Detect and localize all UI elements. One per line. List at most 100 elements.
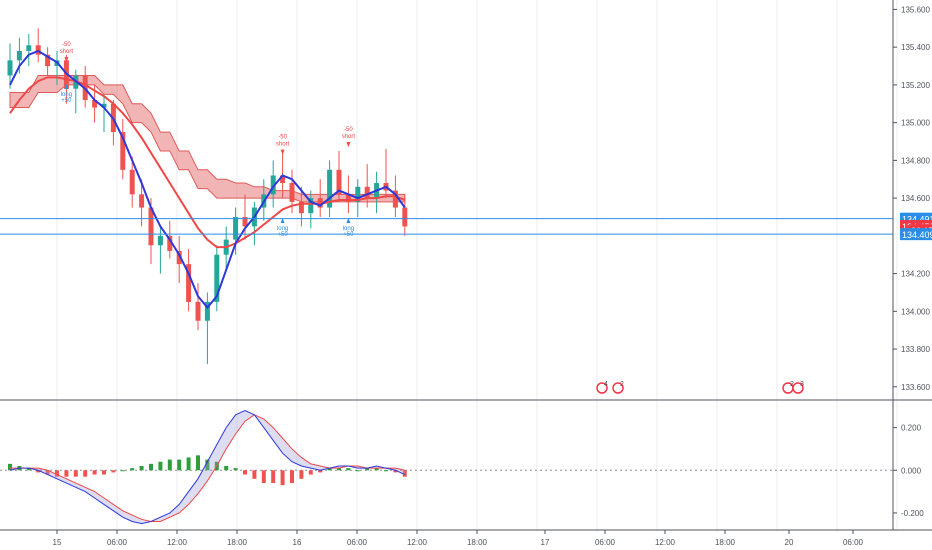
signal-long-value: +50 bbox=[278, 232, 289, 238]
candle-body bbox=[167, 235, 173, 251]
signal-long-label: long bbox=[277, 226, 288, 232]
macd-signal-line bbox=[10, 414, 405, 522]
time-tick-label: 12:00 bbox=[167, 538, 188, 547]
macd-histogram-bar bbox=[280, 470, 285, 486]
signal-short-value: -50 bbox=[344, 127, 353, 133]
time-tick-label: 06:00 bbox=[347, 538, 368, 547]
time-tick-label: 15 bbox=[53, 538, 62, 547]
time-tick-label: 16 bbox=[293, 538, 302, 547]
macd-histogram-bar bbox=[346, 468, 351, 471]
candle-body bbox=[7, 60, 13, 76]
macd-histogram-bar bbox=[261, 470, 266, 484]
price-badge-label: 134.409 bbox=[902, 230, 932, 240]
macd-histogram-bar bbox=[384, 470, 388, 472]
price-badge-label: 134.491 bbox=[902, 215, 932, 225]
signal-long-arrow bbox=[346, 217, 351, 223]
event-marker bbox=[612, 382, 624, 394]
macd-histogram-bar bbox=[374, 468, 379, 471]
time-tick-label: 18:00 bbox=[227, 538, 248, 547]
macd-histogram-bar bbox=[365, 468, 370, 471]
candle-body bbox=[280, 175, 286, 184]
macd-tick-label: 0.000 bbox=[901, 466, 922, 475]
price-tick-label: 133.800 bbox=[901, 345, 930, 354]
price-tick-label: 135.200 bbox=[901, 81, 930, 90]
macd-histogram-bar bbox=[186, 457, 191, 471]
macd-histogram-bar bbox=[167, 459, 172, 471]
signal-short-arrow bbox=[64, 57, 69, 63]
signal-short-arrow bbox=[346, 142, 351, 148]
macd-histogram-bar bbox=[355, 470, 360, 472]
macd-histogram-bar bbox=[318, 470, 323, 473]
macd-tick-label: -0.200 bbox=[901, 509, 924, 518]
macd-pane bbox=[0, 409, 893, 525]
candle-body bbox=[270, 175, 276, 195]
time-tick-label: 12:00 bbox=[407, 538, 428, 547]
candle-body bbox=[139, 194, 145, 208]
candle-body bbox=[186, 264, 192, 302]
macd-histogram-bar bbox=[83, 470, 88, 477]
signal-short-value: -50 bbox=[278, 135, 287, 141]
event-marker bbox=[596, 382, 608, 394]
signal-short-value: -50 bbox=[62, 42, 71, 48]
macd-histogram-bar bbox=[252, 470, 257, 479]
price-tick-label: 135.000 bbox=[901, 119, 930, 128]
price-tick-label: 133.600 bbox=[901, 383, 930, 392]
candle-body bbox=[308, 198, 314, 214]
macd-histogram-bar bbox=[130, 468, 135, 471]
price-tick-label: 134.600 bbox=[901, 194, 930, 203]
event-count: 4 bbox=[604, 381, 608, 388]
macd-histogram-bar bbox=[92, 470, 97, 475]
macd-histogram-bar bbox=[337, 468, 341, 471]
macd-histogram-bar bbox=[327, 468, 332, 471]
macd-histogram-bar bbox=[102, 470, 106, 475]
macd-histogram-bar bbox=[233, 468, 238, 471]
macd-histogram-bar bbox=[290, 470, 294, 484]
macd-histogram-bar bbox=[149, 463, 153, 471]
time-tick-label: 06:00 bbox=[843, 538, 864, 547]
signal-long-label: long bbox=[61, 92, 72, 98]
candle-body bbox=[204, 301, 210, 321]
time-tick-label: 12:00 bbox=[655, 538, 676, 547]
ema-fast-line bbox=[9, 49, 406, 310]
candle-body bbox=[364, 186, 370, 199]
macd-histogram-bar bbox=[224, 466, 229, 471]
price-tick-label: 134.800 bbox=[901, 156, 930, 165]
macd-histogram-bar bbox=[26, 468, 31, 471]
candle-body bbox=[345, 194, 351, 202]
time-tick-label: 06:00 bbox=[107, 538, 128, 547]
time-tick-label: 18:00 bbox=[467, 538, 488, 547]
price-tick-label: 134.200 bbox=[901, 270, 930, 279]
event-count: 2 bbox=[790, 381, 794, 388]
candle-body bbox=[148, 207, 154, 246]
candle-body bbox=[298, 201, 304, 214]
macd-line bbox=[9, 409, 406, 525]
macd-histogram-bar bbox=[158, 461, 163, 471]
candle-body bbox=[92, 100, 98, 108]
time-tick-label: 17 bbox=[541, 538, 550, 547]
macd-histogram-bar bbox=[139, 466, 144, 471]
candle-body bbox=[327, 169, 333, 208]
candle-body bbox=[195, 301, 201, 321]
candle-body bbox=[26, 45, 32, 51]
candle-body bbox=[402, 207, 408, 227]
candle-body bbox=[120, 132, 126, 170]
candle-body bbox=[16, 50, 22, 61]
candle-body bbox=[242, 216, 248, 227]
axes: 134.491134.45226:15134.409135.600135.400… bbox=[53, 5, 932, 547]
time-tick-label: 20 bbox=[785, 538, 794, 547]
time-tick-label: 06:00 bbox=[595, 538, 616, 547]
price-lines bbox=[0, 218, 893, 235]
candle-body bbox=[233, 216, 239, 240]
signal-long-label: long bbox=[343, 226, 354, 232]
price-badge bbox=[900, 228, 932, 241]
candle-body bbox=[129, 169, 135, 195]
signal-long-value: +50 bbox=[61, 98, 72, 104]
candle-body bbox=[45, 54, 51, 67]
macd-histogram-bar bbox=[196, 455, 200, 471]
signal-short-label: short bbox=[342, 134, 356, 140]
macd-histogram-bar bbox=[271, 470, 276, 484]
macd-histogram-bar bbox=[120, 470, 125, 472]
macd-histogram-bar bbox=[8, 463, 12, 471]
